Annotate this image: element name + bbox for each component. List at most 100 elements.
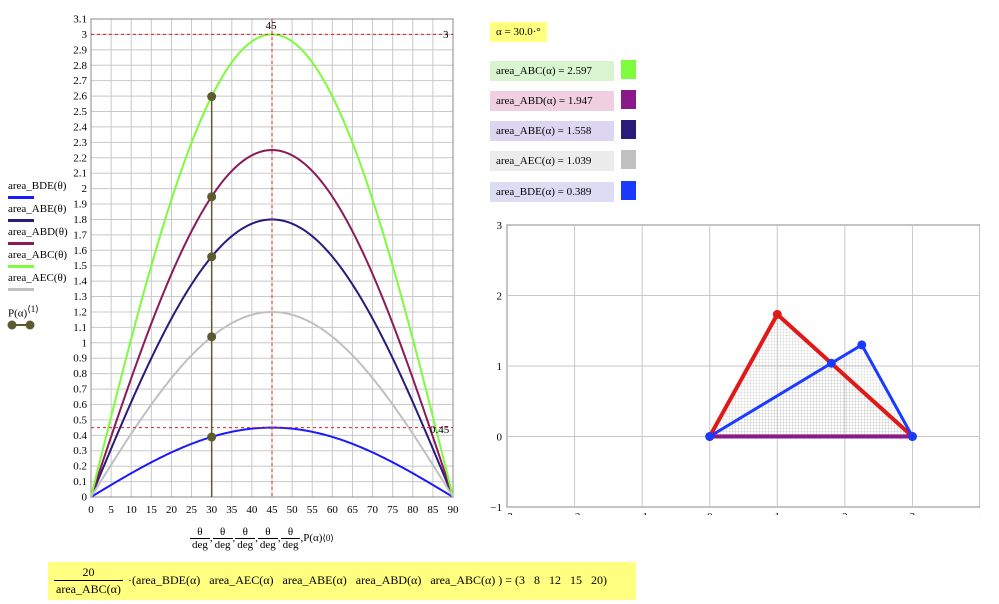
y-tick-label: 1.1	[73, 322, 87, 334]
x-tick-label: 25	[186, 504, 198, 516]
blue-vertex	[857, 340, 867, 350]
y-tick-label: 0.5	[73, 414, 87, 426]
x-tick-label: −2	[569, 511, 581, 515]
x-tick-label: 0	[88, 504, 94, 516]
blue-vertex	[907, 432, 917, 441]
result-area-abe: area_ABE(α) = 1.558	[490, 121, 614, 141]
legend-label-aec: area_AEC(θ)	[8, 272, 67, 284]
intersection-point	[826, 358, 836, 368]
y-tick-label: 1.3	[73, 291, 87, 303]
legend-label-abd: area_ABD(θ)	[8, 226, 68, 238]
marker-right-label-bottom: 0.45	[430, 424, 450, 436]
series-line-areaaec	[90, 310, 454, 498]
area-vs-theta-chart: 0 0.1 0.2 0.3 0.4 0.5 0.6 0.7 0.8 0.9 1 1.1 1.2 1.3 1.…	[73, 14, 459, 517]
x-tick-label: 2	[842, 511, 848, 515]
formula-denominator: area_ABC(α)	[54, 580, 123, 596]
y-tick-label: 1.5	[73, 260, 87, 272]
legend-line-abd	[8, 242, 34, 245]
y-tick-label: 2.5	[73, 106, 87, 118]
y-tick-label: 1	[497, 361, 503, 373]
data-point	[207, 92, 217, 102]
y-tick-label: 2.2	[73, 152, 87, 164]
y-tick-label: 2	[497, 291, 503, 303]
left-chart-grid	[91, 18, 454, 497]
legend-line-abc	[8, 265, 34, 268]
y-tick-label: 1	[82, 337, 88, 349]
x-tick-label: 85	[427, 504, 439, 516]
y-tick-label: 0.4	[73, 430, 87, 442]
y-tick-label: 1.7	[73, 229, 87, 241]
y-tick-label: 0.9	[73, 353, 87, 365]
y-tick-label: 0	[497, 432, 503, 444]
right-chart-ticks: −3 −2 −1 0 1 2 3 4 −1 0 1 2 3	[490, 220, 980, 515]
x-tick-label: 10	[126, 504, 138, 516]
x-tick-label: 5	[108, 504, 114, 516]
x-frac-5: θ deg	[280, 525, 301, 551]
x-tick-label: 20	[166, 504, 178, 516]
y-tick-label: 1.9	[73, 199, 87, 211]
y-tick-label: 2.3	[73, 137, 87, 149]
y-tick-label: 3.1	[73, 14, 87, 26]
x-tick-label: 75	[387, 504, 399, 516]
x-tick-label: 90	[448, 504, 460, 516]
y-tick-label: 1.6	[73, 245, 87, 257]
y-tick-label: 1.2	[73, 306, 87, 318]
data-point	[207, 432, 217, 442]
right-chart-grid	[506, 224, 980, 508]
x-axis-label-tail: P(α)	[303, 532, 323, 544]
data-point	[207, 332, 217, 342]
y-tick-label: 2.1	[73, 168, 87, 180]
y-tick-label: 2.6	[73, 91, 87, 103]
x-tick-label: 55	[307, 504, 319, 516]
left-chart-y-ticks: 0 0.1 0.2 0.3 0.4 0.5 0.6 0.7 0.8 0.9 1 1.1 1.2 1.3 1.…	[73, 14, 87, 504]
blue-triangle-fill	[709, 344, 913, 437]
right-chart-triangles	[705, 309, 917, 441]
left-chart-x-ticks: 0 5 10 15 20 25 30 35 40 45 50 55 60 65 70 75 80 85 90	[88, 504, 459, 516]
marker-top-label: 45	[266, 20, 278, 32]
formula-fraction: 20 area_ABC(α)	[54, 565, 123, 597]
x-tick-label: 70	[367, 504, 379, 516]
x-tick-label: 15	[146, 504, 158, 516]
triangle-geometry-plot: −3 −2 −1 0 1 2 3 4 −1 0 1 2 3	[490, 220, 980, 515]
legend-line-abe	[8, 219, 34, 222]
x-tick-label: 4	[977, 511, 980, 515]
x-tick-label: 0	[707, 511, 713, 515]
x-tick-label: 65	[347, 504, 359, 516]
x-tick-label: 60	[327, 504, 339, 516]
legend-line-aec	[8, 288, 34, 291]
y-tick-label: −1	[490, 502, 502, 514]
x-tick-label: 35	[226, 504, 238, 516]
x-tick-label: −3	[501, 511, 513, 515]
y-tick-label: 2.4	[73, 121, 87, 133]
result-area-bde: area_BDE(α) = 0.389	[490, 182, 614, 202]
x-tick-label: 1	[775, 511, 781, 515]
data-point	[207, 192, 217, 202]
x-tick-label: 45	[267, 504, 279, 516]
legend-label-abe: area_ABE(θ)	[8, 203, 67, 215]
formula-expression: ·(area_BDE(α) area_AEC(α) area_ABE(α) ar…	[128, 573, 608, 587]
legend-label-abc: area_ABC(θ)	[8, 249, 68, 261]
legend-label-bde: area_BDE(θ)	[8, 180, 67, 192]
ratio-formula[interactable]: 20 area_ABC(α) ·(area_BDE(α) area_AEC(α)…	[48, 562, 636, 600]
left-x-axis-label: θ deg , θ deg , θ deg , θ deg , θ deg , …	[190, 525, 334, 551]
x-frac-4: θ deg	[257, 525, 278, 551]
alpha-value[interactable]: α = 30.0·°	[490, 22, 547, 42]
formula-numerator: 20	[82, 565, 95, 579]
red-vertex	[772, 309, 782, 319]
left-chart-points	[207, 92, 217, 497]
legend-line-bde	[8, 196, 34, 199]
swatch-abc	[621, 60, 636, 79]
swatch-abe	[621, 120, 636, 139]
x-frac-1: θ deg	[190, 525, 210, 551]
y-tick-label: 1.8	[73, 214, 87, 226]
y-tick-label: 2	[82, 183, 88, 195]
left-chart-markers	[91, 19, 453, 497]
x-tick-label: 50	[287, 504, 299, 516]
x-frac-2: θ deg	[212, 525, 233, 551]
x-tick-label: −1	[636, 511, 648, 515]
x-tick-label: 40	[246, 504, 258, 516]
y-tick-label: 0	[82, 492, 88, 504]
legend-label-points: P(α)⟨1⟩	[8, 303, 39, 321]
x-tick-label: 80	[407, 504, 419, 516]
y-tick-label: 0.2	[73, 461, 87, 473]
